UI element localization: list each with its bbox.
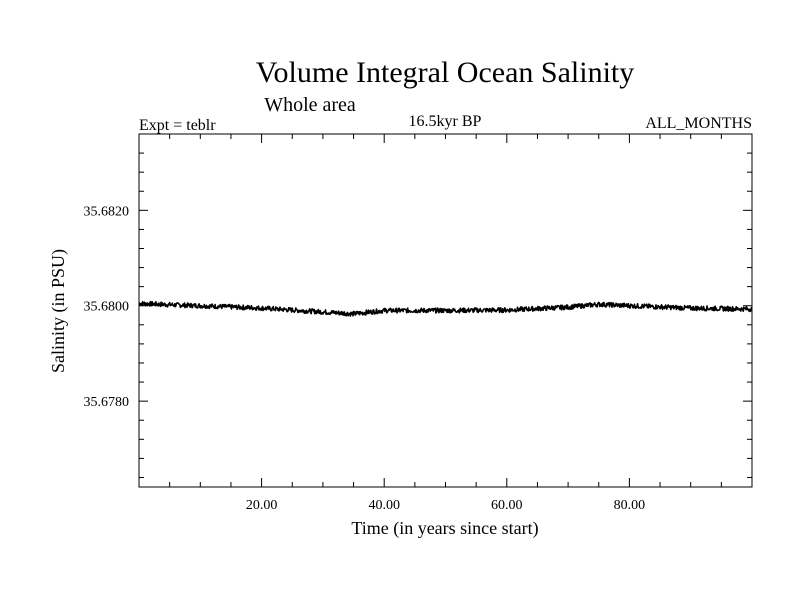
x-tick-label: 80.00 <box>614 498 646 513</box>
axis-tick-labels: 20.00 40.00 60.00 80.00 35.6780 35.6800 35.682… <box>84 204 646 513</box>
x-axis-label: Time (in years since start) <box>351 518 538 539</box>
chart-subtitle: Whole area <box>264 94 356 116</box>
experiment-label: Expt = teblr <box>139 117 216 134</box>
months-label: ALL_MONTHS <box>645 115 752 132</box>
x-tick-label: 60.00 <box>491 498 523 513</box>
y-tick-label: 35.6780 <box>84 395 130 410</box>
y-axis-label: Salinity (in PSU) <box>48 249 69 373</box>
x-tick-label: 40.00 <box>368 498 400 513</box>
chart-title: Volume Integral Ocean Salinity <box>256 56 635 89</box>
y-tick-label: 35.6800 <box>84 300 130 315</box>
period-label: 16.5kyr BP <box>409 113 482 130</box>
y-tick-label: 35.6820 <box>84 204 130 219</box>
axis-ticks <box>139 133 752 487</box>
salinity-series-line <box>138 300 753 317</box>
x-tick-label: 20.00 <box>246 498 278 513</box>
